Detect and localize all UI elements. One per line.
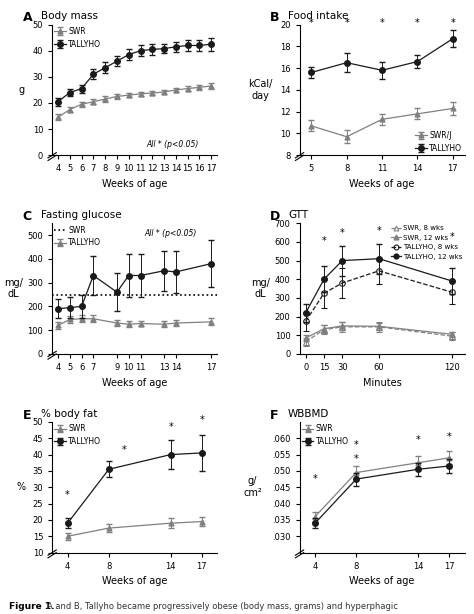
- X-axis label: Weeks of age: Weeks of age: [102, 179, 167, 189]
- Text: *: *: [380, 18, 384, 28]
- Text: *: *: [199, 415, 204, 425]
- Text: *: *: [322, 236, 327, 246]
- Text: D: D: [270, 210, 280, 223]
- Legend: SWR, TALLYHO: SWR, TALLYHO: [55, 424, 101, 446]
- Y-axis label: kCal/
day: kCal/ day: [248, 79, 273, 101]
- Text: All * (p<0.05): All * (p<0.05): [146, 141, 199, 149]
- Legend: SWR, TALLYHO: SWR, TALLYHO: [55, 27, 101, 49]
- Text: B: B: [270, 12, 279, 25]
- Y-axis label: g/
cm²: g/ cm²: [243, 476, 262, 498]
- Text: F: F: [270, 409, 278, 422]
- Text: Food intake: Food intake: [288, 12, 348, 21]
- Text: Figure 1.: Figure 1.: [9, 602, 55, 611]
- Text: Body mass: Body mass: [41, 12, 98, 21]
- Text: *: *: [447, 432, 451, 441]
- Text: A: A: [22, 12, 32, 25]
- Text: All * (p<0.05): All * (p<0.05): [145, 229, 197, 238]
- X-axis label: Weeks of age: Weeks of age: [102, 378, 167, 387]
- Text: *: *: [415, 18, 420, 28]
- Text: *: *: [450, 232, 455, 242]
- X-axis label: Weeks of age: Weeks of age: [102, 576, 167, 586]
- Y-axis label: %: %: [17, 482, 26, 492]
- Text: *: *: [354, 440, 359, 449]
- Text: *: *: [344, 18, 349, 28]
- Text: *: *: [65, 491, 70, 500]
- Legend: SWR/J, TALLYHO: SWR/J, TALLYHO: [416, 131, 462, 153]
- Text: A and B, Tallyho became progressively obese (body mass, grams) and hyperphagic: A and B, Tallyho became progressively ob…: [47, 602, 398, 611]
- Text: *: *: [168, 422, 173, 432]
- Text: % body fat: % body fat: [41, 409, 97, 419]
- X-axis label: Weeks of age: Weeks of age: [349, 576, 415, 586]
- X-axis label: Weeks of age: Weeks of age: [349, 179, 415, 189]
- Text: *: *: [354, 454, 359, 464]
- Text: *: *: [340, 228, 345, 238]
- Text: *: *: [450, 18, 455, 28]
- Y-axis label: g: g: [18, 85, 25, 95]
- Text: E: E: [22, 409, 31, 422]
- Legend: SWR, TALLYHO: SWR, TALLYHO: [55, 225, 101, 247]
- Text: C: C: [22, 210, 32, 223]
- Text: Fasting glucose: Fasting glucose: [41, 210, 121, 220]
- Text: GTT: GTT: [288, 210, 308, 220]
- Text: *: *: [377, 227, 382, 236]
- Y-axis label: mg/
dL: mg/ dL: [251, 278, 270, 300]
- Legend: SWR, 8 wks, SWR, 12 wks, TALLYHO, 8 wks, TALLYHO, 12 wks: SWR, 8 wks, SWR, 12 wks, TALLYHO, 8 wks,…: [391, 225, 463, 260]
- Text: *: *: [309, 18, 314, 28]
- Legend: SWR, TALLYHO: SWR, TALLYHO: [302, 424, 348, 446]
- X-axis label: Minutes: Minutes: [363, 378, 401, 387]
- Text: WBBMD: WBBMD: [288, 409, 329, 419]
- Y-axis label: mg/
dL: mg/ dL: [4, 278, 23, 300]
- Text: *: *: [121, 445, 126, 455]
- Text: *: *: [313, 474, 318, 484]
- Text: *: *: [416, 435, 420, 445]
